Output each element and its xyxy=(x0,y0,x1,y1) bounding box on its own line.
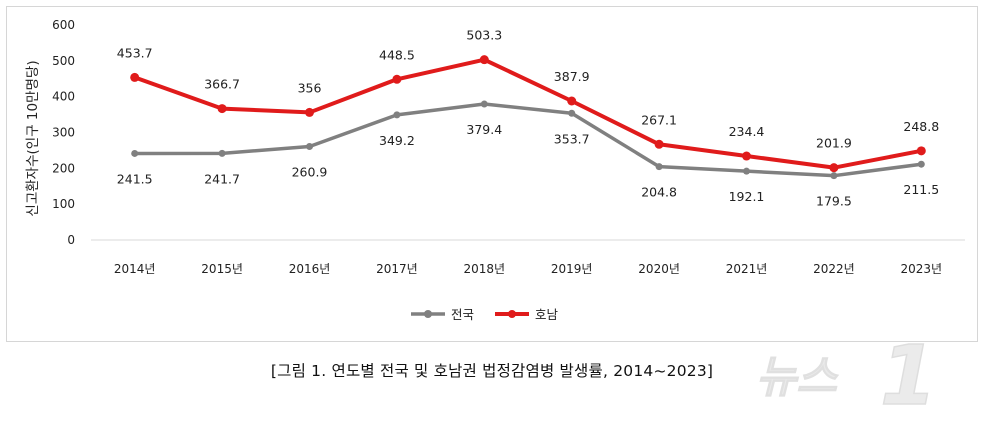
x-tick-label: 2019년 xyxy=(551,262,593,276)
chart-frame: 0 100 200 300 400 500 600 2014년 2015년 2016년 2017년 2… xyxy=(6,6,978,342)
y-tick-label: 0 xyxy=(67,233,75,247)
data-point xyxy=(218,149,226,157)
legend-label: 전국 xyxy=(451,307,474,322)
data-point xyxy=(479,55,489,65)
data-point xyxy=(743,167,750,175)
data-point xyxy=(305,107,314,117)
y-tick-label: 200 xyxy=(52,161,75,175)
x-tick-label: 2023년 xyxy=(901,262,943,276)
legend: 전국 호남 xyxy=(411,307,559,322)
x-tick-label: 2016년 xyxy=(289,262,331,276)
data-label: 356 xyxy=(298,80,322,95)
y-axis-title: 신고환자수(인구 10만명당) xyxy=(25,60,41,216)
y-tick-label: 100 xyxy=(52,197,75,211)
data-point xyxy=(829,163,839,173)
data-label: 366.7 xyxy=(204,77,240,92)
data-label: 201.9 xyxy=(816,136,852,151)
data-point xyxy=(392,74,402,84)
data-label: 234.4 xyxy=(729,124,765,139)
data-label: 379.4 xyxy=(466,122,502,137)
news1-watermark-logo: 뉴스 1 xyxy=(756,330,938,420)
series-line-호남 xyxy=(132,57,924,170)
series-line-전국 xyxy=(132,102,924,178)
data-label: 353.7 xyxy=(554,131,590,146)
x-tick-label: 2018년 xyxy=(464,262,506,276)
data-point xyxy=(742,151,751,161)
data-point xyxy=(131,149,139,157)
data-point xyxy=(917,160,925,168)
data-label: 349.2 xyxy=(379,133,415,148)
data-label: 192.1 xyxy=(729,189,765,204)
data-point xyxy=(567,96,577,106)
x-tick-label: 2015년 xyxy=(201,262,243,276)
data-label: 204.8 xyxy=(641,185,677,200)
y-tick-label: 300 xyxy=(52,126,75,140)
y-tick-label: 500 xyxy=(52,54,75,68)
legend-marker xyxy=(424,310,432,318)
x-tick-label: 2021년 xyxy=(726,262,768,276)
data-point xyxy=(306,143,313,151)
legend-marker xyxy=(508,310,516,318)
line-chart: 0 100 200 300 400 500 600 2014년 2015년 2016년 2017년 2… xyxy=(25,18,965,322)
x-tick-label: 2017년 xyxy=(376,262,418,276)
figure-caption: [그림 1. 연도별 전국 및 호남권 법정감염병 발생률, 2014~2023… xyxy=(270,362,714,380)
data-label: 503.3 xyxy=(466,28,502,43)
axis-layer: 0 100 200 300 400 500 600 2014년 2015년 2016년 2017년 2… xyxy=(25,18,965,276)
x-tick-label: 2020년 xyxy=(638,262,680,276)
y-tick-label: 600 xyxy=(52,18,75,32)
data-point xyxy=(654,139,664,149)
data-point xyxy=(655,163,663,171)
data-label: 241.5 xyxy=(117,171,153,186)
data-label: 260.9 xyxy=(292,165,328,180)
data-point xyxy=(480,100,488,108)
data-point xyxy=(130,72,140,82)
x-tick-label: 2022년 xyxy=(813,262,855,276)
x-tick-label: 2014년 xyxy=(114,262,156,276)
data-label: 387.9 xyxy=(554,69,590,84)
data-point xyxy=(830,172,838,180)
svg-text:뉴스: 뉴스 xyxy=(756,352,838,403)
series-layer xyxy=(130,55,926,180)
svg-text:1: 1 xyxy=(880,330,937,420)
data-point xyxy=(393,111,401,119)
data-label: 241.7 xyxy=(204,171,240,186)
legend-label: 호남 xyxy=(535,307,559,322)
data-label-layer: 453.7 366.7 356 448.5 503.3 387.9 267.1 234.4 20… xyxy=(117,28,939,209)
data-point xyxy=(916,146,926,156)
data-label: 248.8 xyxy=(903,119,939,134)
data-point xyxy=(217,104,227,114)
data-point xyxy=(568,109,576,117)
data-label: 179.5 xyxy=(816,194,852,209)
data-label: 453.7 xyxy=(117,45,153,60)
data-label: 448.5 xyxy=(379,47,415,62)
y-tick-label: 400 xyxy=(52,90,75,104)
data-label: 267.1 xyxy=(641,112,677,127)
data-label: 211.5 xyxy=(903,182,939,197)
